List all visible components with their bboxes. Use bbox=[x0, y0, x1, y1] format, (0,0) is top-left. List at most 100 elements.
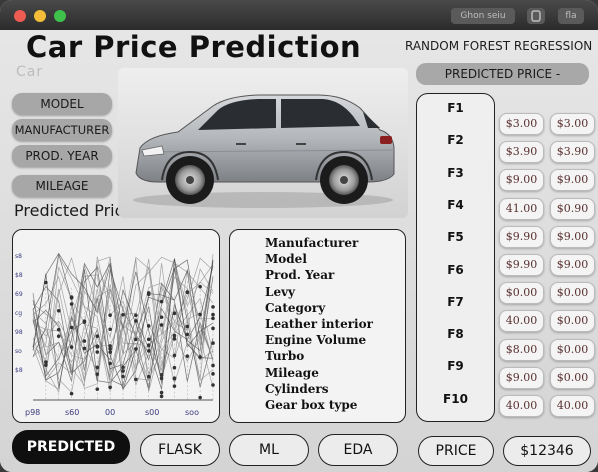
x-tick-label: 00 bbox=[105, 408, 115, 417]
chart-point bbox=[211, 316, 215, 321]
chart-point bbox=[172, 365, 177, 370]
titlebar-pill-1[interactable]: Ghon seiu bbox=[451, 8, 515, 24]
chart-point bbox=[185, 324, 190, 329]
chart-point bbox=[159, 390, 164, 395]
feature-item: Leather interior bbox=[265, 317, 373, 332]
chart-panel: p98 s60 00 s00 soo s8 $8 69 cg 98 so $8 bbox=[12, 229, 220, 423]
predicted-value-cell: $9.00 bbox=[499, 169, 544, 192]
chart-point bbox=[211, 341, 215, 345]
minimize-window-button[interactable] bbox=[34, 10, 46, 22]
predicted-value-cell: 40.00 bbox=[499, 310, 544, 333]
chart-point bbox=[44, 363, 48, 367]
chart-point bbox=[172, 376, 177, 381]
feature-list-panel: F1 F2 F3 F4 F5 F6 F7 F8 F9 F10 bbox=[416, 93, 495, 422]
price-button[interactable]: PRICE bbox=[418, 436, 494, 466]
feature-item: Mileage bbox=[265, 365, 319, 380]
maximize-window-button[interactable] bbox=[54, 10, 66, 22]
features-list: Manufacturer Model Prod. Year Levy Category L… bbox=[230, 230, 405, 413]
model-input[interactable]: MODEL bbox=[12, 93, 112, 115]
chart-point bbox=[95, 372, 100, 376]
feature-item: Cylinders bbox=[265, 381, 329, 396]
chart-point bbox=[198, 284, 202, 289]
mileage-input[interactable]: MILEAGE bbox=[12, 175, 112, 197]
close-window-button[interactable] bbox=[14, 10, 26, 22]
chart-point bbox=[146, 337, 151, 342]
chart-point bbox=[159, 315, 164, 319]
chart-point bbox=[108, 350, 112, 354]
ml-button[interactable]: ML bbox=[229, 434, 309, 466]
titlebar-square-icon[interactable] bbox=[527, 8, 545, 24]
chart-line bbox=[32, 253, 214, 390]
x-tick-label: p98 bbox=[25, 408, 40, 417]
feature-label-f10: F10 bbox=[443, 391, 468, 406]
page-title: Car Price Prediction bbox=[26, 30, 362, 64]
chart-point bbox=[159, 323, 164, 327]
chart-point bbox=[211, 305, 215, 309]
chart-point bbox=[82, 319, 87, 323]
chart-point bbox=[108, 346, 112, 351]
suv-illustration bbox=[133, 94, 395, 208]
y-tick-label: s8 bbox=[15, 253, 22, 260]
eda-button[interactable]: EDA bbox=[318, 434, 398, 466]
flask-button[interactable]: FLASK bbox=[140, 434, 220, 466]
chart-point bbox=[69, 302, 74, 306]
x-tick-label: soo bbox=[185, 408, 199, 417]
chart-point bbox=[172, 311, 177, 316]
predicted-value-cell: $3.90 bbox=[550, 141, 595, 164]
predicted-value-cell: $8.00 bbox=[499, 338, 544, 361]
feature-item: Gear box type bbox=[265, 398, 358, 413]
chart-point bbox=[146, 374, 151, 379]
chart-point bbox=[159, 373, 164, 377]
ghost-text: Car bbox=[16, 64, 44, 80]
line-chart: p98 s60 00 s00 soo s8 $8 69 cg 98 so $8 bbox=[15, 252, 215, 417]
feature-item: Engine Volume bbox=[265, 333, 367, 348]
predicted-value-cell: $9.00 bbox=[499, 366, 544, 389]
chart-point bbox=[134, 337, 138, 342]
predicted-value-cell: $9.00 bbox=[550, 225, 595, 248]
feature-item: Manufacturer bbox=[265, 236, 359, 250]
predicted-value-cell: $0.00 bbox=[550, 310, 595, 333]
feature-item: Model bbox=[265, 252, 307, 267]
predicted-button[interactable]: PREDICTED bbox=[12, 430, 130, 464]
predicted-value-cell: $9.00 bbox=[550, 169, 595, 192]
feature-label-f5: F5 bbox=[447, 230, 464, 245]
chart-point bbox=[108, 361, 112, 366]
chart-point bbox=[198, 312, 202, 317]
chart-point bbox=[56, 327, 61, 332]
manufacturer-input[interactable]: MANUFACTURER bbox=[12, 119, 112, 141]
chart-point bbox=[211, 312, 215, 317]
predicted-value-cell: $0.00 bbox=[550, 282, 595, 305]
chart-point bbox=[134, 377, 138, 382]
feature-label-f7: F7 bbox=[447, 294, 464, 309]
chart-point bbox=[159, 299, 164, 304]
y-tick-label: 98 bbox=[15, 329, 23, 336]
chart-point bbox=[108, 327, 112, 332]
feature-label-f4: F4 bbox=[447, 197, 464, 212]
chart-point bbox=[95, 334, 100, 338]
titlebar-pill-2[interactable]: fla bbox=[558, 8, 584, 24]
prod-year-input[interactable]: PROD. YEAR bbox=[12, 145, 112, 167]
y-tick-label: $8 bbox=[15, 367, 23, 374]
features-panel: Manufacturer Model Prod. Year Levy Category L… bbox=[229, 229, 406, 423]
predicted-value-cell: 41.00 bbox=[499, 197, 544, 220]
price-value: $12346 bbox=[503, 436, 591, 466]
square-icon bbox=[531, 10, 541, 22]
chart-point bbox=[56, 308, 61, 313]
chart-point bbox=[172, 333, 177, 338]
y-tick-label: cg bbox=[15, 310, 22, 317]
predicted-value-cell: $3.00 bbox=[550, 113, 595, 135]
predicted-value-cell: $9.00 bbox=[550, 254, 595, 276]
y-tick-label: 69 bbox=[15, 291, 23, 298]
chart-point bbox=[44, 280, 48, 285]
chart-point bbox=[69, 391, 74, 396]
predicted-value-cell: 40.00 bbox=[550, 395, 595, 417]
chart-point bbox=[95, 387, 100, 391]
predicted-value-cell: $3.00 bbox=[499, 113, 544, 135]
feature-item: Prod. Year bbox=[265, 268, 335, 283]
chart-point bbox=[69, 295, 74, 299]
predicted-value-cell: $0.00 bbox=[499, 282, 544, 305]
chart-point bbox=[108, 313, 112, 317]
chart-point bbox=[82, 339, 87, 343]
chart-point bbox=[146, 343, 151, 348]
predicted-value-cell: $0.90 bbox=[550, 197, 595, 220]
